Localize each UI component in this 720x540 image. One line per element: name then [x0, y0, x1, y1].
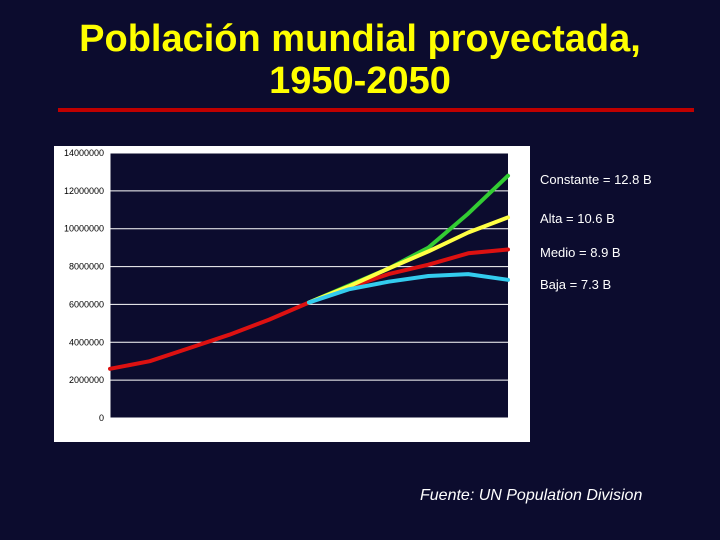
series-line-baja: [307, 272, 510, 305]
x-tick-label: 2030: [418, 429, 438, 439]
y-tick-label: 2000000: [69, 375, 104, 385]
x-tick-label: 2040: [458, 429, 478, 439]
y-tick-label: 12000000: [64, 186, 104, 196]
x-tick-label: 1980: [219, 429, 239, 439]
chart-title-line-1: Población mundial proyectada,: [79, 18, 641, 60]
series-label-alta: Alta = 10.6 B: [540, 211, 615, 226]
x-tick-label: 2050: [498, 429, 518, 439]
y-tick-label: 14000000: [64, 148, 104, 158]
series-label-constante: Constante = 12.8 B: [540, 172, 652, 187]
y-tick-label: 8000000: [69, 262, 104, 272]
title-divider: [58, 108, 694, 112]
x-tick-label: 2000: [299, 429, 319, 439]
series-line-alta: [307, 215, 510, 305]
plot-area: [110, 153, 508, 418]
y-tick-label: 0: [99, 413, 104, 423]
series-label-baja: Baja = 7.3 B: [540, 277, 611, 292]
chart-title-line-2: 1950-2050: [269, 60, 451, 102]
x-tick-label: 2020: [379, 429, 399, 439]
source-note: Fuente: UN Population Division: [420, 487, 643, 504]
chart-title: Población mundial proyectada, 1950-2050: [0, 18, 720, 102]
x-tick-label: 1970: [180, 429, 200, 439]
x-tick-label: 1990: [259, 429, 279, 439]
x-tick-label: 2010: [339, 429, 359, 439]
y-tick-label: 10000000: [64, 224, 104, 234]
x-tick-label: 1960: [140, 429, 160, 439]
series-label-medio: Medio = 8.9 B: [540, 245, 621, 260]
x-tick-label: 1950: [100, 429, 120, 439]
y-tick-label: 6000000: [69, 299, 104, 309]
y-tick-label: 4000000: [69, 337, 104, 347]
